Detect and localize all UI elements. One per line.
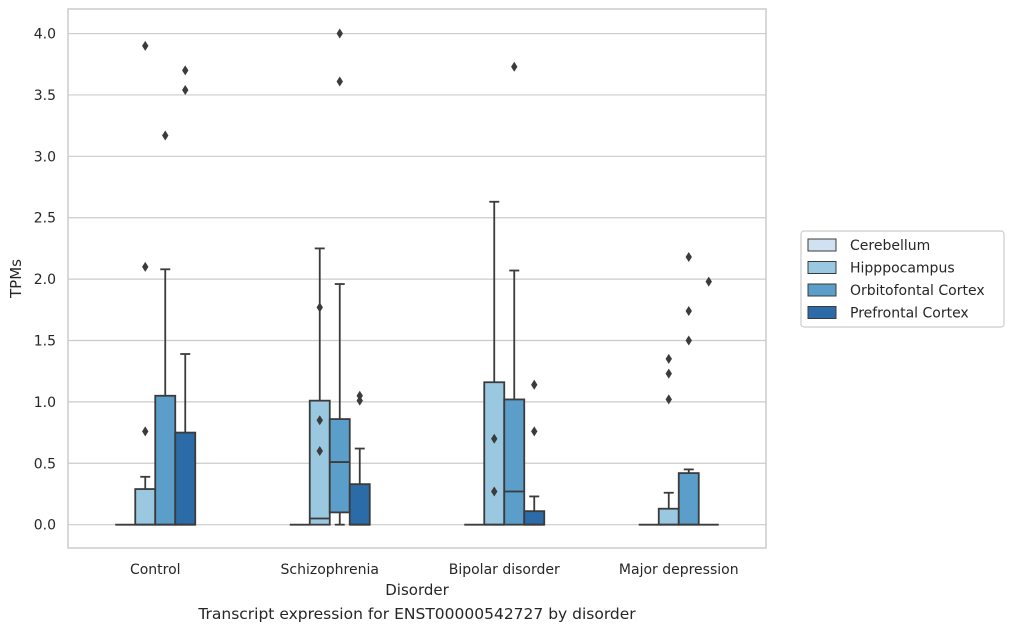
figure-caption: Transcript expression for ENST0000054272… bbox=[198, 605, 636, 623]
legend-label: Orbitofontal Cortex bbox=[850, 283, 985, 299]
outlier-point bbox=[511, 61, 518, 72]
box-body bbox=[503, 398, 526, 526]
outlier-point bbox=[491, 433, 498, 444]
box-body bbox=[657, 507, 680, 526]
outlier-point bbox=[316, 302, 323, 313]
box-orbitofontal-cortex-2 bbox=[503, 61, 526, 526]
box-hipppocampus-2 bbox=[483, 200, 506, 526]
legend-label: Prefrontal Cortex bbox=[850, 306, 969, 322]
outlier-point bbox=[705, 276, 712, 287]
x-tick-label: Control bbox=[130, 562, 181, 578]
legend-swatch bbox=[807, 306, 837, 319]
outlier-point bbox=[356, 395, 363, 406]
x-tick-labels: Control Schizophrenia Bipolar disorder Majo… bbox=[130, 562, 739, 578]
box-hipppocampus-1 bbox=[308, 247, 331, 526]
outlier-point bbox=[665, 368, 672, 379]
box-body bbox=[328, 418, 351, 514]
outlier-point bbox=[336, 76, 343, 87]
legend: Cerebellum Hipppocampus Orbitofontal Corte… bbox=[800, 230, 1005, 328]
box-body bbox=[134, 488, 157, 526]
box-body bbox=[154, 394, 177, 526]
outlier-point bbox=[491, 486, 498, 497]
legend-label: Cerebellum bbox=[850, 238, 930, 254]
box-orbitofontal-cortex-1 bbox=[328, 28, 351, 526]
x-tick-label: Bipolar disorder bbox=[449, 562, 560, 578]
box-prefrontal-cortex-3 bbox=[698, 276, 719, 526]
box-orbitofontal-cortex-0 bbox=[154, 130, 177, 526]
outlier-point bbox=[336, 28, 343, 39]
legend-swatch bbox=[807, 283, 837, 297]
box-body bbox=[677, 472, 700, 526]
box-body bbox=[174, 431, 197, 526]
legend-frame bbox=[800, 230, 1005, 328]
box-body bbox=[348, 483, 371, 526]
x-axis-label: Disorder bbox=[385, 581, 449, 599]
legend-swatch bbox=[807, 261, 837, 274]
outlier-point bbox=[531, 426, 538, 437]
y-tick-label: 0.0 bbox=[34, 518, 56, 534]
outlier-point bbox=[316, 446, 323, 457]
y-tick-label: 1.5 bbox=[34, 334, 56, 350]
box-body bbox=[523, 510, 546, 526]
y-axis-label: TPMs bbox=[7, 259, 25, 299]
outlier-point bbox=[665, 353, 672, 364]
outlier-point bbox=[531, 379, 538, 390]
y-tick-label: 3.5 bbox=[34, 88, 56, 104]
box-hipppocampus-0 bbox=[134, 40, 157, 526]
y-tick-label: 4.0 bbox=[34, 27, 56, 43]
outlier-point bbox=[142, 40, 149, 51]
y-tick-label: 1.0 bbox=[34, 395, 56, 411]
outlier-point bbox=[162, 130, 169, 141]
outlier-point bbox=[142, 426, 149, 437]
y-tick-label: 0.5 bbox=[34, 456, 56, 472]
box-prefrontal-cortex-2 bbox=[523, 379, 546, 526]
box-prefrontal-cortex-0 bbox=[174, 65, 197, 526]
box-prefrontal-cortex-1 bbox=[348, 390, 371, 526]
box-body bbox=[483, 381, 506, 526]
outlier-point bbox=[685, 335, 692, 346]
x-tick-label: Schizophrenia bbox=[281, 562, 379, 578]
y-tick-labels: 0.0 0.5 1.0 1.5 2.0 2.5 3.0 3.5 4.0 bbox=[34, 27, 56, 534]
outlier-point bbox=[142, 261, 149, 272]
x-tick-label: Major depression bbox=[619, 562, 739, 578]
legend-swatch bbox=[807, 238, 837, 252]
outlier-point bbox=[182, 85, 189, 96]
outlier-point bbox=[182, 65, 189, 76]
outlier-point bbox=[665, 394, 672, 405]
plot-frame bbox=[67, 8, 767, 549]
plot-boxes bbox=[115, 28, 719, 526]
y-tick-label: 2.5 bbox=[34, 211, 56, 227]
y-tick-label: 2.0 bbox=[34, 272, 56, 288]
outlier-point bbox=[685, 306, 692, 317]
outlier-point bbox=[685, 252, 692, 263]
y-tick-label: 3.0 bbox=[34, 149, 56, 165]
legend-label: Hipppocampus bbox=[850, 261, 955, 277]
box-hipppocampus-3 bbox=[657, 353, 680, 526]
box-orbitofontal-cortex-3 bbox=[677, 252, 700, 526]
outlier-point bbox=[316, 415, 323, 426]
